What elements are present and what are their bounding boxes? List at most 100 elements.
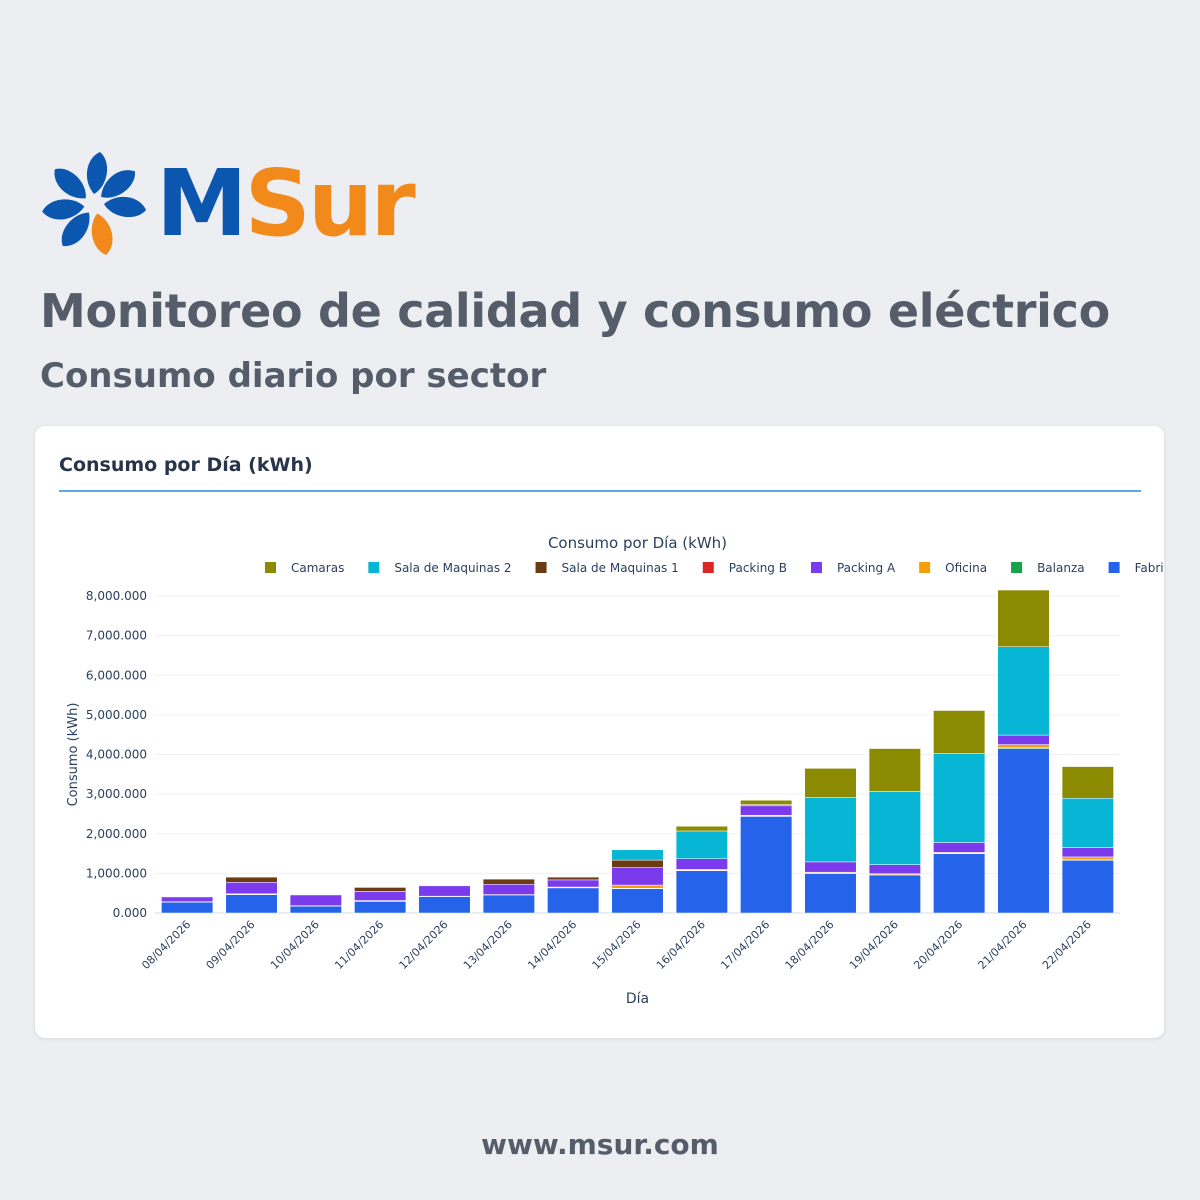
legend-label: Camaras [291,561,344,575]
y-tick-label: 1,000.000 [86,866,147,880]
y-tick-label: 5,000.000 [86,708,147,722]
bar-segment [418,896,471,914]
bar-segment [997,646,1050,736]
bar-segment [1061,766,1114,799]
logo-petal [42,199,85,220]
bar-segment [933,853,986,914]
bar-segment [675,825,728,832]
bar-segment [611,884,664,889]
bar-segment [675,830,728,859]
x-tick-label: 15/04/2026 [590,918,644,972]
bar-segment [611,888,664,914]
bar-segment [804,873,857,914]
x-tick-label: 20/04/2026 [911,918,965,972]
bar-segment [611,859,664,868]
bar-segment [868,791,921,865]
legend-label: Sala de Maquinas 1 [562,561,679,575]
bar-segment [740,805,793,816]
page-subtitle: Consumo diario por sector [40,356,547,396]
bar-segment [611,866,664,886]
card-title: Consumo por Día (kWh) [59,454,313,476]
bar-segment [1061,856,1114,860]
bar-segment [547,876,600,881]
x-tick-label: 12/04/2026 [397,918,451,972]
x-tick-label: 21/04/2026 [976,918,1030,972]
bar-segment [1061,847,1114,858]
bar-segment [482,894,535,914]
x-tick-label: 17/04/2026 [718,918,772,972]
bar-segment [997,748,1050,914]
logo-petal [54,168,86,199]
y-tick-label: 0.000 [113,906,147,920]
legend-swatch [810,562,822,573]
legend-label: Packing A [837,561,896,575]
y-axis-title: Consumo (kWh) [66,703,81,807]
bar-segment [482,884,535,895]
bar-segment [868,864,921,875]
bar-segment [611,849,664,861]
x-tick-label: 22/04/2026 [1040,918,1094,972]
x-tick-label: 09/04/2026 [204,918,258,972]
legend-label: Oficina [945,561,987,575]
page-title: Monitoreo de calidad y consumo eléctrico [40,284,1110,338]
legend-swatch [1011,562,1023,573]
bar-segment [740,816,793,914]
y-tick-label: 3,000.000 [86,787,147,801]
bar-segment [933,842,986,853]
x-tick-label: 08/04/2026 [139,918,193,972]
legend-swatch [919,562,931,573]
x-axis-title: Día [626,991,649,1007]
stacked-bar-chart: Consumo por Día (kWh) Camaras Sala de Maqu… [66,534,1164,1007]
logo-wordmark: MSur [156,158,416,250]
sun-logo-icon [42,152,146,255]
bar-segment [225,876,278,883]
bar-segment [161,896,214,902]
chart-title: Consumo por Día (kWh) [548,534,727,552]
logo-petal [86,152,108,194]
bar-segment [547,879,600,888]
bar-segment [997,589,1050,647]
bar-segment [804,861,857,873]
bar-segment [289,905,342,914]
bar-segment [547,887,600,914]
legend-label: Fabrica [1135,561,1164,575]
bar-segment [289,894,342,906]
bar-segment [804,797,857,863]
y-tick-label: 4,000.000 [86,748,147,762]
footer-url[interactable]: www.msur.com [481,1128,719,1161]
legend-swatch [368,562,380,573]
bar-segment [740,800,793,805]
bar-segment [482,878,535,885]
x-tick-label: 13/04/2026 [461,918,515,972]
card-title-divider [59,490,1141,492]
bar-segment [354,900,407,914]
bar-segment [997,734,1050,745]
logo-petal [104,196,146,218]
bar-segment [933,710,986,754]
logo-petal [101,170,136,198]
bar-segment [868,874,921,914]
y-tick-label: 7,000.000 [86,629,147,643]
logo-text-sur: Sur [244,150,416,257]
bar-segment [804,768,857,798]
bar-segment [675,870,728,914]
bar-segment [354,887,407,892]
legend-swatch [265,562,276,573]
legend-swatch [535,562,547,573]
bar-segment [161,901,214,914]
bar-segment [1061,860,1114,914]
y-tick-label: 6,000.000 [86,668,147,682]
bar-segment [933,753,986,843]
msur-logo: MSur [38,148,416,260]
x-tick-label: 19/04/2026 [847,918,901,972]
bar-segment [997,744,1050,749]
legend-label: Packing B [729,561,787,575]
y-tick-label: 2,000.000 [86,827,147,841]
bar-segment [225,882,278,895]
x-tick-label: 14/04/2026 [525,918,579,972]
x-tick-label: 11/04/2026 [332,918,386,972]
chart-card: Consumo por Día (kWh) Consumo por Día (k… [35,426,1164,1038]
legend-swatch [702,562,714,573]
legend-swatch [1108,562,1120,573]
x-tick-label: 16/04/2026 [654,918,708,972]
